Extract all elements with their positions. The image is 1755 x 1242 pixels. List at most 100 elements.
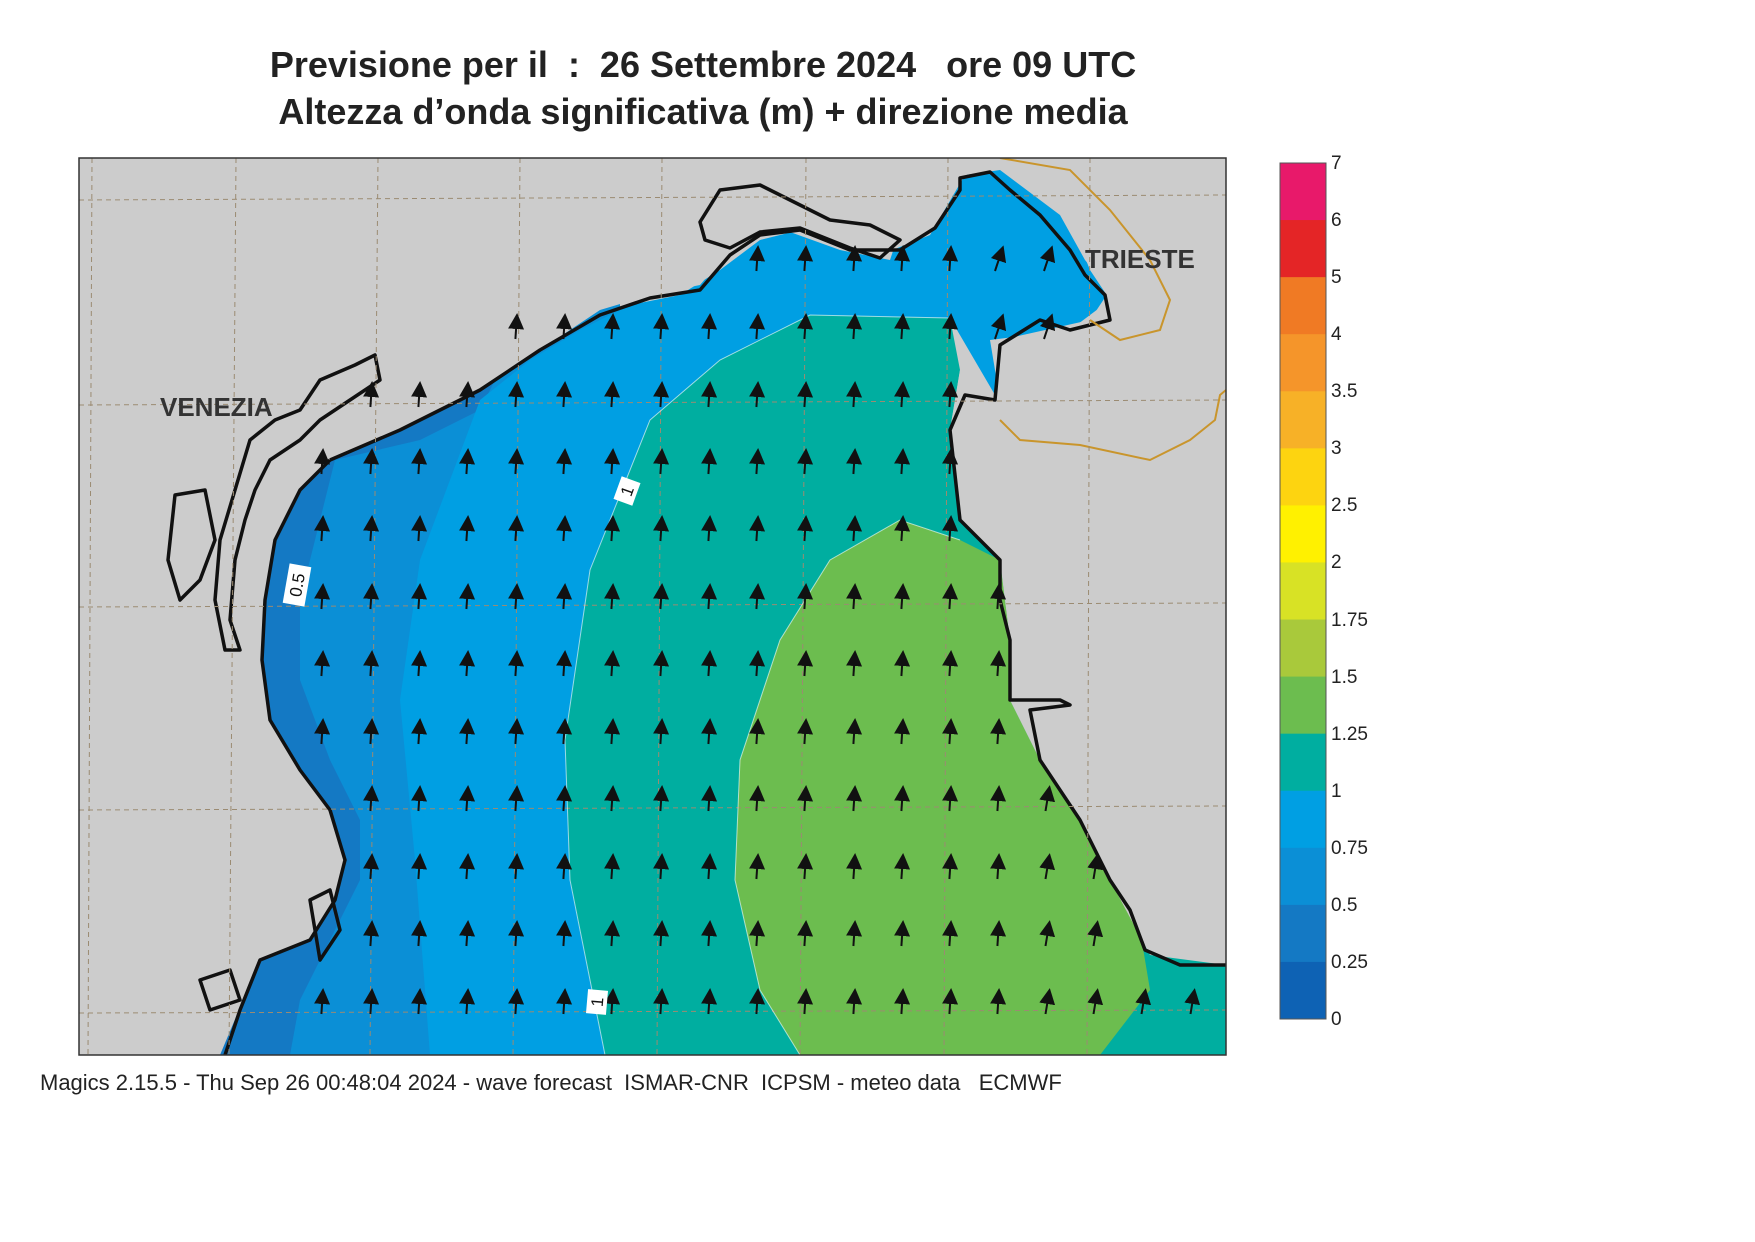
wave-arrow (749, 313, 766, 340)
wave-arrow (604, 988, 621, 1015)
svg-text:1: 1 (588, 996, 608, 1007)
map-title: Previsione per il : 26 Settembre 2024 or… (269, 44, 1137, 85)
wave-arrow (411, 718, 428, 745)
wave-arrow (508, 448, 525, 475)
wave-arrow (701, 853, 718, 880)
svg-text:0.5: 0.5 (286, 572, 309, 599)
colorbar-swatch (1280, 619, 1326, 678)
wave-arrow (459, 920, 476, 947)
wave-arrow (942, 920, 959, 947)
wave-arrow (604, 920, 621, 947)
wave-arrow (653, 583, 670, 610)
wave-arrow (942, 785, 959, 812)
wave-arrow (314, 515, 331, 542)
colorbar-frame (1279, 162, 1327, 1020)
wave-arrow (556, 988, 573, 1015)
colorbar (1279, 162, 1327, 1020)
wave-arrow (314, 988, 331, 1015)
colorbar-swatch (1280, 904, 1326, 963)
wave-arrow (797, 785, 814, 812)
colorbar-tick-label: 5 (1331, 267, 1342, 289)
colorbar-swatch (1280, 163, 1326, 221)
wave-arrow (411, 583, 428, 610)
wave-arrow (1135, 988, 1152, 1015)
wave-arrow (701, 448, 718, 475)
wave-arrow (797, 313, 814, 340)
wave-arrow (653, 718, 670, 745)
wave-arrow (653, 920, 670, 947)
wave-arrow (653, 515, 670, 542)
wave-arrow (556, 718, 573, 745)
wave-arrow (459, 718, 476, 745)
wave-arrow (990, 988, 1007, 1015)
footer-credits: Magics 2.15.5 - Thu Sep 26 00:48:04 2024… (40, 1070, 1062, 1095)
colorbar-swatch (1280, 733, 1326, 792)
colorbar-swatch (1280, 505, 1326, 563)
wave-arrow (846, 448, 863, 475)
wave-arrow (701, 988, 718, 1015)
wave-arrow (1039, 853, 1056, 880)
contour-label-half: 0.5 (282, 563, 312, 607)
place-venezia: VENEZIA (160, 392, 273, 422)
wave-arrow (604, 718, 621, 745)
wave-arrow (556, 381, 573, 408)
wave-arrow (990, 583, 1007, 610)
wave-arrow (701, 313, 718, 340)
wave-arrow (508, 583, 525, 610)
wave-arrow (749, 785, 766, 812)
wave-arrow (459, 448, 476, 475)
wave-arrow (846, 515, 863, 542)
wave-arrow (508, 853, 525, 880)
wave-arrow (556, 853, 573, 880)
wave-arrow (556, 650, 573, 677)
wave-direction-arrows (314, 245, 1201, 1015)
venezia-land (79, 158, 990, 1055)
colorbar-tick-label: 3.5 (1331, 381, 1358, 403)
wave-arrow (556, 785, 573, 812)
wave-arrow (894, 583, 911, 610)
wave-arrow (797, 583, 814, 610)
wave-arrow (653, 988, 670, 1015)
map-subtitle: Altezza d’onda significativa (m) + direz… (278, 91, 1128, 132)
colorbar-tick-label: 4 (1331, 324, 1342, 346)
wave-arrow (1184, 988, 1201, 1015)
wave-arrow (846, 245, 863, 272)
wave-height-map: 0.5 1 1 VENEZIA TRIESTE (78, 157, 1327, 1056)
wave-arrow (363, 718, 380, 745)
wave-arrow (990, 245, 1007, 272)
colorbar-tick-label: 1.75 (1331, 609, 1368, 631)
contour-label-one-north: 1 (613, 476, 641, 506)
wave-arrow (942, 583, 959, 610)
colorbar-tick-label: 7 (1331, 153, 1342, 174)
colorbar-swatch (1280, 676, 1326, 735)
wave-arrow (797, 988, 814, 1015)
wave-arrow (411, 920, 428, 947)
wave-arrow (508, 920, 525, 947)
wave-arrow (653, 650, 670, 677)
wave-arrow (314, 583, 331, 610)
colorbar-tick-label: 2.5 (1331, 495, 1358, 517)
wave-arrow (604, 853, 621, 880)
wave-arrow (749, 515, 766, 542)
graticule (79, 158, 1226, 1055)
wave-arrow (846, 583, 863, 610)
wave-arrow (556, 583, 573, 610)
wave-arrow (459, 988, 476, 1015)
wave-arrow (604, 313, 621, 340)
colorbar-tick-label: 0 (1331, 1009, 1342, 1030)
wave-arrow (749, 920, 766, 947)
wave-arrow (701, 515, 718, 542)
wave-arrow (701, 583, 718, 610)
wave-arrow (556, 920, 573, 947)
wave-arrow (894, 920, 911, 947)
wave-arrow (749, 381, 766, 408)
wave-arrow (653, 785, 670, 812)
wave-arrow (1087, 853, 1104, 880)
wave-arrow (894, 650, 911, 677)
wave-arrow (1039, 245, 1056, 272)
wave-arrow (990, 313, 1007, 340)
wave-arrow (1039, 920, 1056, 947)
wave-arrow (701, 650, 718, 677)
wave-arrow (363, 583, 380, 610)
wave-arrow (508, 515, 525, 542)
